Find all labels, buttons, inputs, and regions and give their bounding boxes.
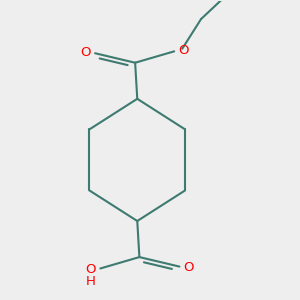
Text: O: O [178,44,189,57]
Text: O: O [80,46,91,59]
Text: H: H [86,275,96,288]
Text: O: O [86,262,96,276]
Text: O: O [184,261,194,274]
